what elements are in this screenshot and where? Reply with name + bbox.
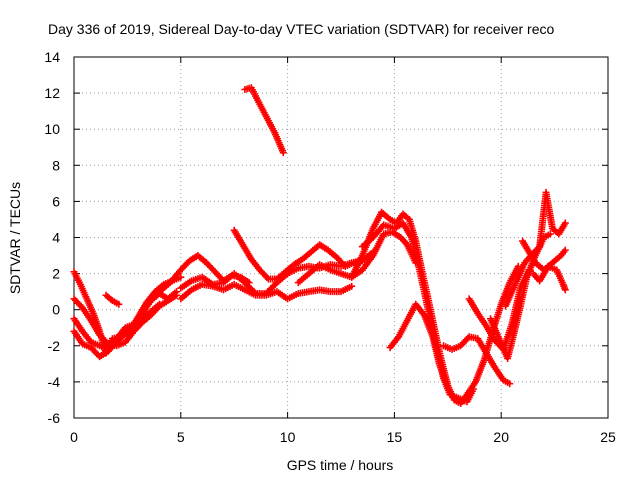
data-point [561,246,569,254]
y-tick-label: 6 [52,193,60,209]
data-point [506,380,514,388]
x-tick-label: 10 [280,429,296,445]
data-point [546,230,554,238]
data-point [561,219,569,227]
x-axis-label: GPS time / hours [287,457,394,473]
axes: 0 5 10 15 20 25 -6 -4 -2 0 2 4 6 8 10 12 14 [44,49,616,445]
y-tick-label: 4 [52,230,60,246]
y-tick-label: 10 [44,121,60,137]
series-arc-9 [230,226,366,283]
x-tick-label: 15 [387,429,403,445]
series-arc-20 [529,262,569,294]
x-tick-label: 0 [70,429,78,445]
y-tick-label: -6 [48,410,61,426]
data-point [534,244,542,252]
y-tick-label: 14 [44,49,60,65]
data-point [177,273,185,281]
y-tick-label: -2 [48,338,61,354]
y-tick-label: 2 [52,266,60,282]
x-tick-label: 25 [600,429,616,445]
series-arc-5 [102,291,123,308]
y-tick-label: 12 [44,85,60,101]
data-point [173,288,181,296]
x-tick-label: 20 [493,429,509,445]
series-arc-10 [241,84,287,157]
y-tick-label: -4 [48,374,61,390]
data-point [115,300,123,308]
y-tick-label: 8 [52,157,60,173]
data-point [469,385,477,393]
data-point [561,286,569,294]
data-point [103,338,111,346]
x-tick-label: 5 [177,429,185,445]
series-arc-6 [145,252,253,305]
series-arc-4 [70,300,163,361]
y-axis-label: SDTVAR / TECUs [7,182,23,294]
y-tick-label: 0 [52,302,60,318]
data-point [155,300,163,308]
data-point [263,274,271,282]
chart-title: Day 336 of 2019, Sidereal Day-to-day VTE… [48,21,554,37]
series-arc-15 [440,333,514,388]
data-point [442,378,450,386]
data-series [70,84,569,408]
data-point [348,282,356,290]
grid-lines [74,57,608,418]
series-arc-14 [386,300,450,386]
data-point [279,149,287,157]
